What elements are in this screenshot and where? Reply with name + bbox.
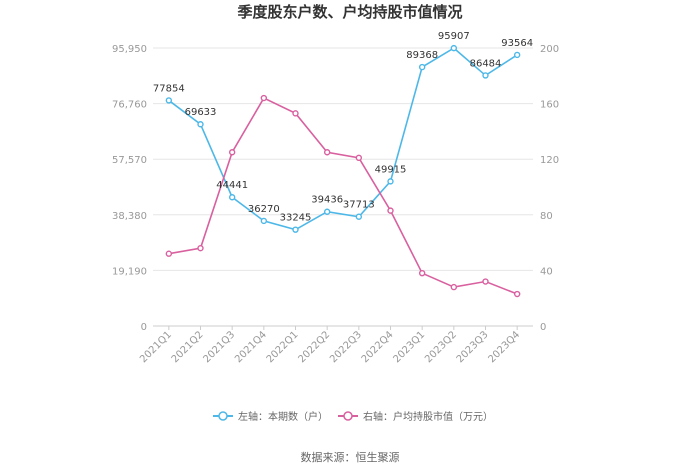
- data-point-right: [165, 250, 173, 257]
- x-tick-label: 2022Q1: [265, 329, 301, 365]
- series-line-left: [168, 47, 518, 231]
- x-tick-label: 2022Q4: [360, 329, 396, 365]
- right-tick-label: 120: [540, 155, 559, 166]
- data-point-right: [482, 278, 489, 285]
- data-point-left: [418, 63, 426, 71]
- data-point-left: [513, 51, 521, 59]
- left-tick-label: 0: [141, 322, 147, 333]
- data-label: 93564: [501, 38, 533, 49]
- right-axis-ticks: 0 40 80 120 160 200: [540, 44, 559, 333]
- legend-item-left[interactable]: 左轴：本期数（户）: [213, 410, 328, 423]
- x-tick-label: 2021Q1: [138, 329, 174, 365]
- right-tick-label: 200: [540, 44, 559, 55]
- x-tick-label: 2021Q3: [201, 329, 237, 365]
- data-label: 86484: [470, 58, 502, 69]
- right-tick-label: 160: [540, 100, 559, 111]
- data-point-right: [450, 283, 458, 291]
- data-point-right: [228, 149, 236, 156]
- right-tick-label: 40: [540, 266, 553, 277]
- series-lines: [165, 44, 521, 298]
- data-label: 33245: [280, 213, 312, 224]
- chart-title: 季度股东户数、户均持股市值情况: [237, 3, 462, 21]
- x-tick-label: 2023Q3: [455, 329, 491, 365]
- legend-marker-right: [343, 411, 353, 421]
- data-label: 37713: [343, 200, 375, 211]
- legend[interactable]: 左轴：本期数（户） 右轴：户均持股市值（万元）: [213, 410, 493, 423]
- data-point-left: [450, 44, 458, 52]
- data-point-right: [292, 110, 299, 117]
- right-tick-label: 0: [540, 322, 546, 333]
- legend-item-right[interactable]: 右轴：户均持股市值（万元）: [338, 410, 493, 423]
- data-source: 数据来源：恒生聚源: [301, 450, 400, 464]
- series-line-right: [168, 96, 518, 295]
- x-tick-label: 2023Q4: [486, 329, 522, 365]
- x-tick-label: 2023Q1: [391, 329, 427, 365]
- legend-marker-left: [218, 411, 228, 421]
- x-tick-label: 2021Q2: [170, 329, 206, 365]
- left-tick-label: 57,570: [112, 155, 147, 166]
- data-label: 39436: [311, 195, 343, 206]
- data-label: 77854: [153, 83, 185, 94]
- x-tick-label: 2022Q3: [328, 329, 364, 365]
- left-tick-label: 19,190: [112, 266, 147, 277]
- left-tick-label: 76,760: [112, 100, 147, 111]
- data-point-left: [260, 217, 268, 225]
- data-point-right: [323, 149, 331, 156]
- data-point-left: [165, 97, 173, 104]
- data-label: 89368: [406, 50, 438, 61]
- x-tick-label: 2021Q4: [233, 329, 269, 365]
- legend-label-left: 左轴：本期数（户）: [238, 410, 328, 423]
- left-tick-label: 95,950: [112, 44, 147, 55]
- grid: [153, 47, 533, 327]
- x-axis-ticks: 2021Q12021Q22021Q32021Q42022Q12022Q22022…: [138, 326, 522, 365]
- data-label: 49915: [375, 164, 407, 175]
- data-label: 95907: [438, 31, 470, 42]
- data-point-right: [513, 290, 521, 298]
- left-axis-ticks: 0 19,190 38,380 57,570 76,760 95,950: [112, 44, 147, 333]
- data-point-right: [387, 207, 394, 214]
- data-point-left: [482, 72, 489, 79]
- data-point-right: [197, 244, 204, 252]
- left-tick-label: 38,380: [112, 211, 147, 222]
- data-label: 36270: [248, 204, 280, 215]
- data-label: 69633: [185, 107, 217, 118]
- legend-label-right: 右轴：户均持股市值（万元）: [363, 410, 493, 423]
- right-tick-label: 80: [540, 211, 553, 222]
- data-point-right: [355, 154, 363, 162]
- x-tick-label: 2022Q2: [296, 329, 332, 365]
- data-point-left: [197, 121, 204, 128]
- data-point-left: [228, 194, 236, 201]
- data-point-left: [323, 208, 331, 215]
- x-tick-label: 2023Q2: [423, 329, 459, 365]
- data-label: 44441: [216, 180, 248, 191]
- data-point-right: [260, 94, 268, 102]
- data-point-left: [387, 178, 394, 185]
- data-point-left: [355, 213, 363, 220]
- data-point-right: [418, 269, 426, 277]
- data-point-left: [292, 226, 299, 233]
